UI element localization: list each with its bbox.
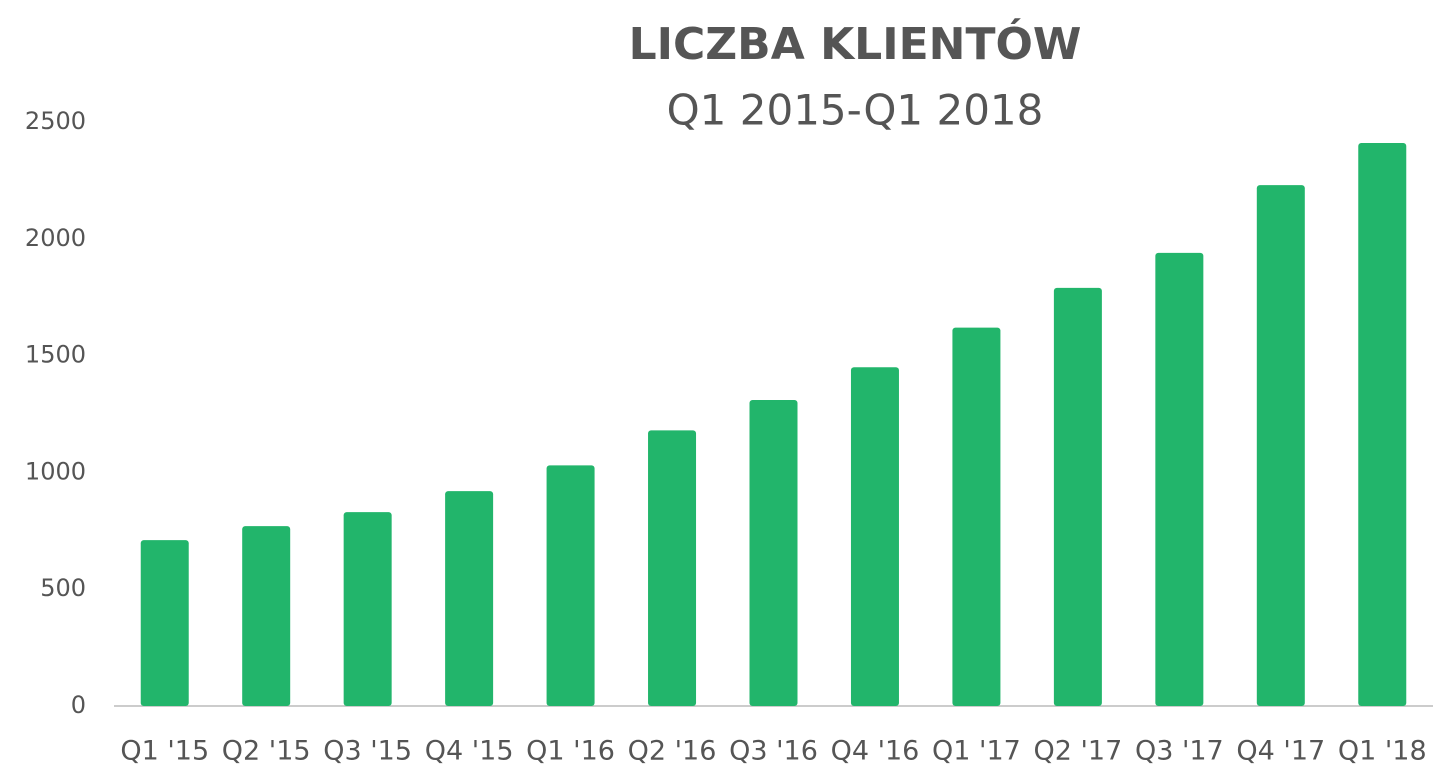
bar — [343, 512, 392, 706]
x-tick-label: Q3 '15 — [323, 736, 412, 767]
x-tick-label: Q1 '15 — [120, 736, 209, 767]
x-tick-label: Q3 '16 — [729, 736, 818, 767]
bar — [1358, 143, 1407, 707]
bar — [242, 526, 291, 706]
y-tick-label: 500 — [40, 574, 86, 602]
bar — [952, 327, 1001, 706]
x-tick-label: Q1 '18 — [1338, 736, 1427, 767]
chart-title: LICZBA KLIENTÓW — [629, 17, 1082, 70]
x-tick-label: Q2 '15 — [222, 736, 311, 767]
chart-subtitle: Q1 2015-Q1 2018 — [667, 86, 1044, 135]
bar — [1256, 185, 1305, 706]
bar — [445, 491, 494, 706]
bar — [648, 430, 697, 706]
y-tick-label: 2000 — [25, 224, 86, 252]
x-tick-label: Q1 '17 — [932, 736, 1021, 767]
bar — [1053, 287, 1102, 706]
x-tick-label: Q2 '16 — [628, 736, 717, 767]
x-tick-label: Q1 '16 — [526, 736, 615, 767]
bar — [546, 465, 595, 706]
y-tick-label: 1500 — [25, 341, 86, 369]
y-tick-label: 0 — [71, 691, 86, 719]
x-tick-label: Q2 '17 — [1033, 736, 1122, 767]
x-tick-label: Q3 '17 — [1135, 736, 1224, 767]
bar — [749, 399, 798, 706]
bar — [1155, 252, 1204, 707]
y-tick-label: 2500 — [25, 107, 86, 135]
x-tick-label: Q4 '15 — [425, 736, 514, 767]
x-tick-label: Q4 '16 — [831, 736, 920, 767]
bar — [140, 540, 189, 706]
bar — [850, 367, 899, 706]
y-tick-label: 1000 — [25, 457, 86, 485]
x-tick-label: Q4 '17 — [1236, 736, 1325, 767]
